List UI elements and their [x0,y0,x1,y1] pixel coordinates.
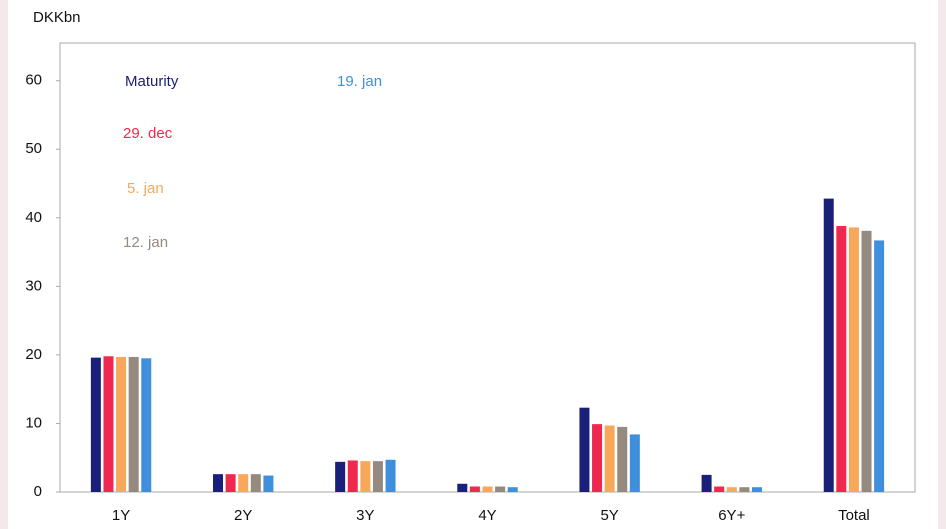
bar [250,474,261,492]
bar [739,487,750,492]
bar [579,407,590,492]
bar [751,487,762,492]
bar [238,474,249,492]
x-tick-label: 1Y [112,507,130,524]
bar [263,475,274,492]
bar [714,486,725,492]
legend-entry: Maturity [125,73,179,90]
bar [90,357,101,492]
x-tick-label: 5Y [600,507,618,524]
bar [385,459,396,492]
legend-entry: 12. jan [123,234,168,251]
bar [495,486,506,492]
x-tick-label: 3Y [356,507,374,524]
bar [213,474,224,492]
bar [225,474,236,492]
legend-entry: 5. jan [127,180,164,197]
x-tick-label: 2Y [234,507,252,524]
y-tick-label: 60 [25,72,42,89]
bar [507,487,518,492]
bar [103,356,114,492]
page-edge [0,0,8,529]
bar [861,230,872,492]
bar [836,226,847,493]
bar [335,461,346,492]
bar [823,198,834,492]
x-tick-label: 4Y [478,507,496,524]
bar [629,434,640,492]
bar [457,483,468,492]
bar [141,358,152,492]
legend-entry: 19. jan [337,73,382,90]
y-tick-label: 20 [25,346,42,363]
bar [592,424,603,492]
bar [617,426,628,492]
y-tick-label: 50 [25,140,42,157]
page-edge [938,0,946,529]
bar [360,461,371,492]
y-tick-label: 30 [25,277,42,294]
bar [604,425,615,492]
y-axis-label: DKKbn [33,9,81,26]
y-tick-label: 0 [34,483,42,500]
bar [482,486,493,492]
bar [116,356,127,492]
bar [848,227,859,492]
x-tick-label: Total [838,507,870,524]
bar [128,356,139,492]
y-tick-label: 40 [25,209,42,226]
bar [701,474,712,492]
bar [874,240,885,492]
bar [372,461,383,492]
legend-entry: 29. dec [123,125,173,142]
bar [726,487,737,492]
y-tick-label: 10 [25,414,42,431]
bar [347,460,358,492]
bar [469,486,480,492]
x-tick-label: 6Y+ [718,507,745,524]
plot-frame [59,42,916,493]
